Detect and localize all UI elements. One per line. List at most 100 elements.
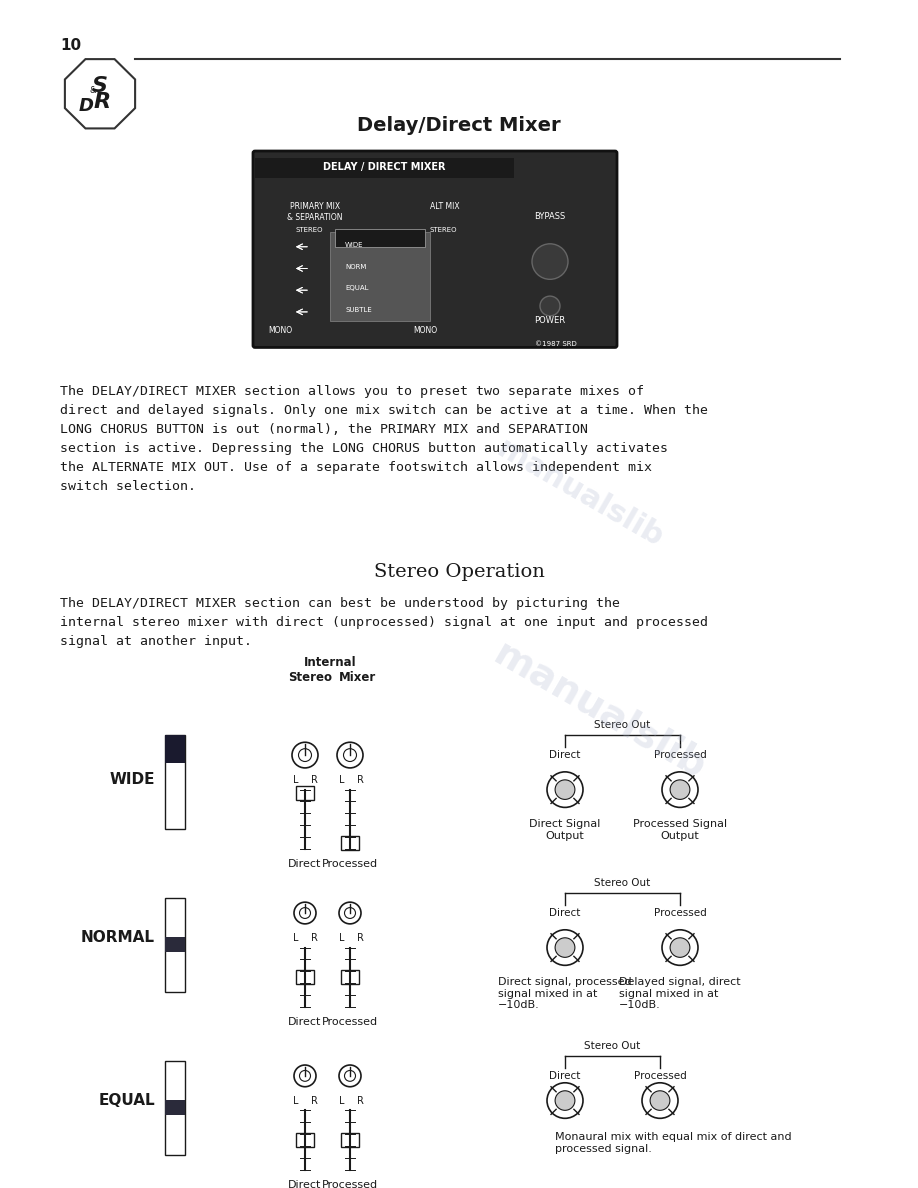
Circle shape xyxy=(547,930,583,966)
Text: R: R xyxy=(310,1095,318,1106)
Text: PRIMARY MIX
& SEPARATION: PRIMARY MIX & SEPARATION xyxy=(287,202,342,222)
Bar xyxy=(341,836,359,849)
Bar xyxy=(165,1061,185,1155)
Text: R: R xyxy=(356,1095,364,1106)
Text: Delay/Direct Mixer: Delay/Direct Mixer xyxy=(357,116,561,135)
Text: ALT MIX: ALT MIX xyxy=(431,202,460,211)
FancyBboxPatch shape xyxy=(253,151,617,347)
Text: Direct: Direct xyxy=(549,1070,581,1081)
Circle shape xyxy=(339,1064,361,1087)
Text: NORMAL: NORMAL xyxy=(81,930,155,946)
Circle shape xyxy=(292,742,318,767)
Bar xyxy=(335,229,425,247)
Text: EQUAL: EQUAL xyxy=(345,285,368,291)
Text: 10: 10 xyxy=(60,38,81,52)
Bar xyxy=(165,735,185,829)
Text: Processed: Processed xyxy=(654,908,706,918)
Bar xyxy=(165,936,185,953)
Bar xyxy=(255,158,514,178)
Circle shape xyxy=(339,902,361,924)
Text: STEREO: STEREO xyxy=(295,227,322,233)
Text: Stereo: Stereo xyxy=(288,671,332,684)
Text: Direct: Direct xyxy=(288,859,321,868)
Bar xyxy=(341,1133,359,1146)
Text: The DELAY/DIRECT MIXER section allows you to preset two separate mixes of
direct: The DELAY/DIRECT MIXER section allows yo… xyxy=(60,385,708,493)
Circle shape xyxy=(555,1091,575,1111)
Bar xyxy=(296,785,314,800)
Bar xyxy=(165,735,185,763)
Text: L: L xyxy=(293,775,298,785)
Text: &: & xyxy=(90,87,96,95)
Text: MONO: MONO xyxy=(413,326,437,335)
Circle shape xyxy=(650,1091,670,1111)
Text: Direct: Direct xyxy=(549,908,581,918)
Text: Processed Signal
Output: Processed Signal Output xyxy=(633,820,727,841)
Text: STEREO: STEREO xyxy=(430,227,457,233)
Text: WIDE: WIDE xyxy=(109,772,155,788)
Text: BYPASS: BYPASS xyxy=(534,213,565,221)
Circle shape xyxy=(547,772,583,808)
Circle shape xyxy=(540,296,560,316)
Text: Direct: Direct xyxy=(288,1180,321,1188)
Bar xyxy=(165,898,185,992)
Text: manualslib: manualslib xyxy=(487,634,713,786)
Circle shape xyxy=(298,748,311,762)
Text: L: L xyxy=(340,1095,345,1106)
Text: R: R xyxy=(310,933,318,943)
Text: Stereo Out: Stereo Out xyxy=(594,720,651,731)
Circle shape xyxy=(642,1082,678,1118)
Text: Stereo Operation: Stereo Operation xyxy=(374,563,544,581)
Text: D: D xyxy=(79,96,94,114)
Text: Mixer: Mixer xyxy=(340,671,376,684)
Bar xyxy=(296,1133,314,1146)
Text: Direct: Direct xyxy=(549,750,581,760)
Text: NORM: NORM xyxy=(345,264,366,270)
Text: Direct: Direct xyxy=(288,1017,321,1026)
Text: S: S xyxy=(92,76,108,96)
Text: L: L xyxy=(293,1095,298,1106)
Text: L: L xyxy=(293,933,298,943)
Text: EQUAL: EQUAL xyxy=(98,1093,155,1108)
Text: POWER: POWER xyxy=(534,316,565,324)
Circle shape xyxy=(555,937,575,958)
Circle shape xyxy=(670,779,690,800)
Circle shape xyxy=(555,779,575,800)
Circle shape xyxy=(532,244,568,279)
Text: manualslib: manualslib xyxy=(491,434,668,552)
Bar xyxy=(165,1100,185,1116)
Circle shape xyxy=(337,742,363,767)
Text: DELAY / DIRECT MIXER: DELAY / DIRECT MIXER xyxy=(323,162,446,172)
Text: WIDE: WIDE xyxy=(345,242,364,248)
Text: Stereo Out: Stereo Out xyxy=(594,878,651,889)
Text: R: R xyxy=(94,91,110,112)
Text: Processed: Processed xyxy=(654,750,706,760)
Circle shape xyxy=(662,772,698,808)
Text: Processed: Processed xyxy=(322,1017,378,1026)
Text: The DELAY/DIRECT MIXER section can best be understood by picturing the
internal : The DELAY/DIRECT MIXER section can best … xyxy=(60,598,708,649)
Circle shape xyxy=(547,1082,583,1118)
Circle shape xyxy=(662,930,698,966)
Text: R: R xyxy=(356,933,364,943)
Text: Direct Signal
Output: Direct Signal Output xyxy=(530,820,600,841)
Circle shape xyxy=(299,908,310,918)
Circle shape xyxy=(344,1070,355,1081)
Text: Processed: Processed xyxy=(322,1180,378,1188)
Text: MONO: MONO xyxy=(268,326,292,335)
Text: Monaural mix with equal mix of direct and
processed signal.: Monaural mix with equal mix of direct an… xyxy=(555,1132,791,1154)
Bar xyxy=(341,971,359,984)
Text: L: L xyxy=(340,933,345,943)
Text: Stereo Out: Stereo Out xyxy=(585,1041,641,1051)
Text: Processed: Processed xyxy=(633,1070,687,1081)
Bar xyxy=(296,971,314,984)
Text: R: R xyxy=(310,775,318,785)
Text: Internal: Internal xyxy=(304,657,356,669)
Circle shape xyxy=(344,908,355,918)
Text: SUBTLE: SUBTLE xyxy=(345,307,372,312)
Text: L: L xyxy=(340,775,345,785)
Circle shape xyxy=(299,1070,310,1081)
Text: Direct signal, processed
signal mixed in at
−10dB.: Direct signal, processed signal mixed in… xyxy=(498,978,632,1010)
Circle shape xyxy=(294,902,316,924)
Circle shape xyxy=(343,748,356,762)
Text: Delayed signal, direct
signal mixed in at
−10dB.: Delayed signal, direct signal mixed in a… xyxy=(619,978,741,1010)
Bar xyxy=(330,232,430,321)
